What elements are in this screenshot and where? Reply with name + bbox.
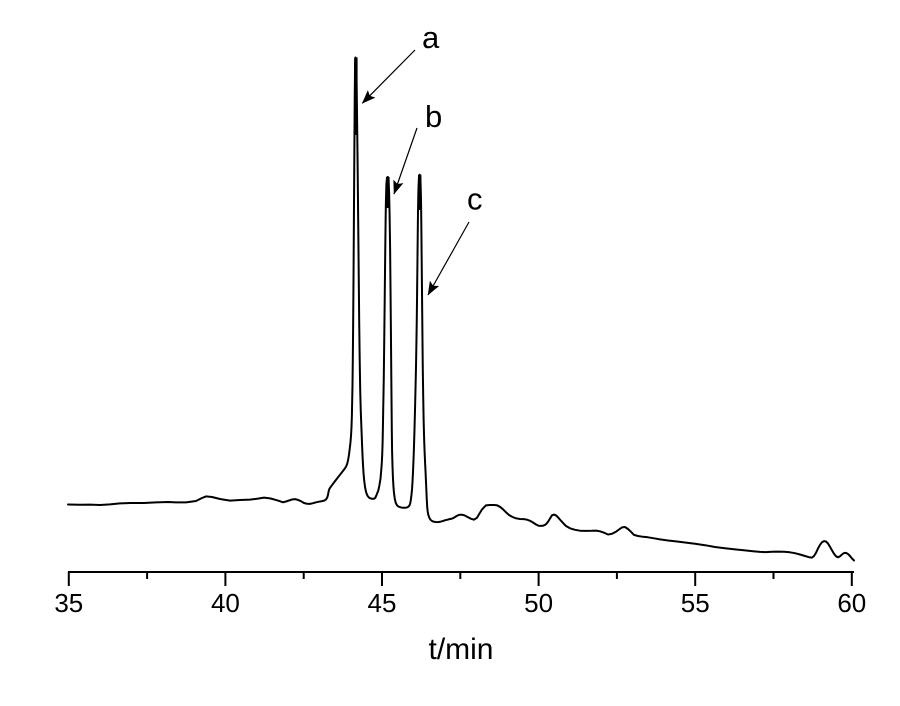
svg-text:45: 45 [368,588,397,618]
svg-text:55: 55 [681,588,710,618]
svg-text:40: 40 [211,588,240,618]
svg-text:t/min: t/min [428,633,493,666]
svg-text:35: 35 [54,588,83,618]
svg-text:b: b [425,99,442,134]
svg-text:c: c [467,182,483,217]
svg-text:50: 50 [524,588,553,618]
svg-text:a: a [422,20,440,55]
svg-text:60: 60 [837,588,866,618]
